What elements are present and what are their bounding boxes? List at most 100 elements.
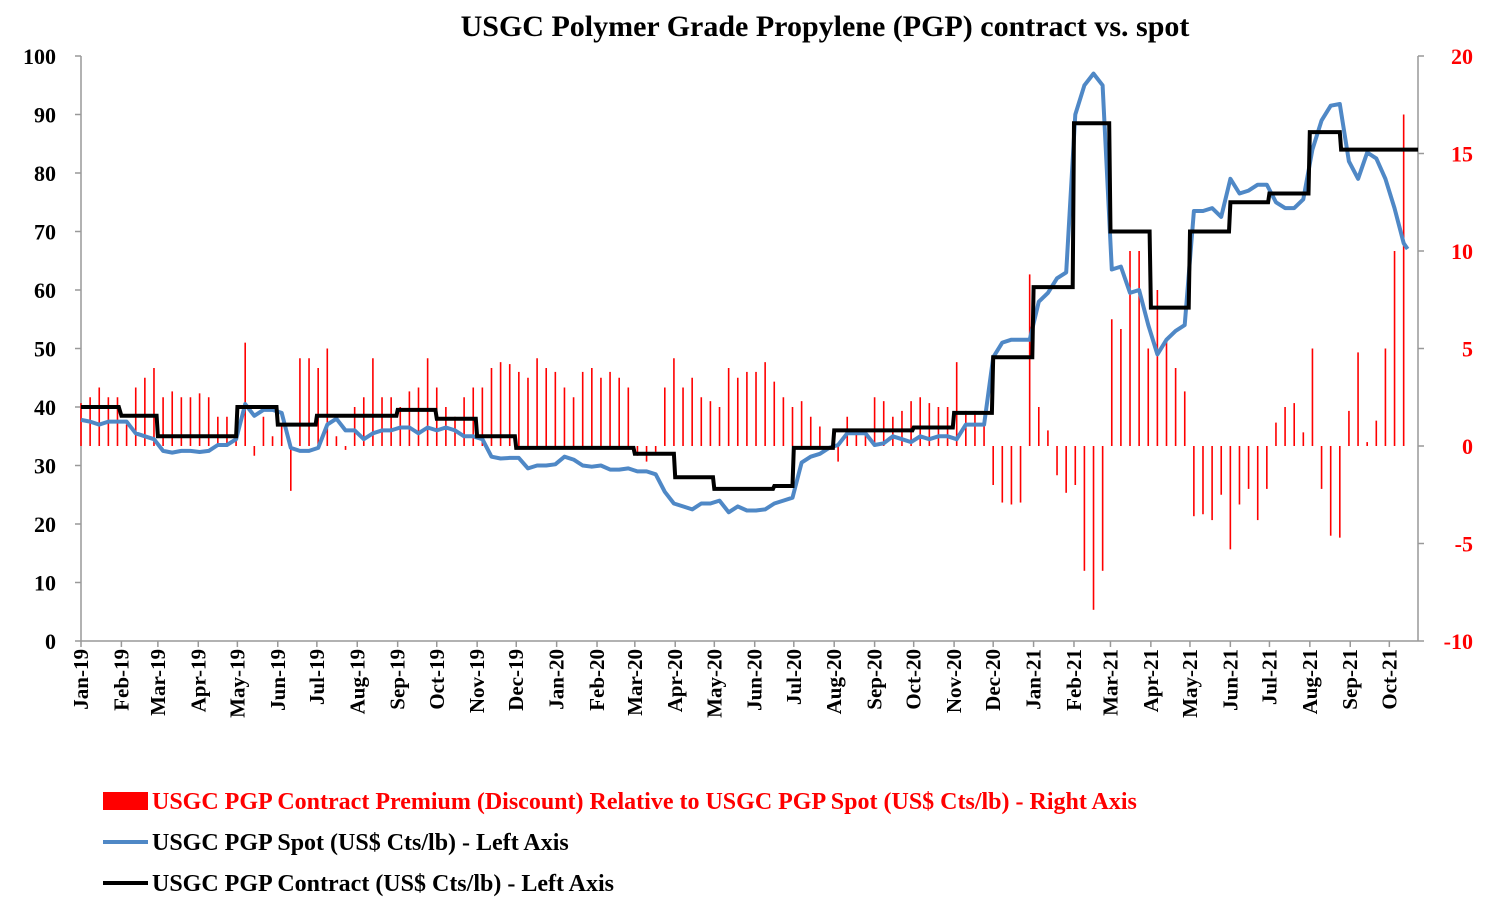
right-tick-label: -5	[1455, 532, 1473, 557]
x-tick-label: Aug-21	[1298, 649, 1322, 714]
premium-bar	[518, 371, 520, 446]
spot-line	[80, 71, 1410, 515]
x-tick-label: Jun-21	[1218, 649, 1242, 711]
premium-bar	[782, 397, 785, 446]
premium-bar	[499, 362, 502, 446]
premium-bar	[673, 358, 675, 446]
left-tick-label: 50	[34, 337, 56, 362]
premium-bar	[1092, 446, 1095, 610]
x-tick-label: May-20	[702, 649, 726, 718]
premium-bar	[253, 446, 256, 456]
premium-bar	[344, 446, 347, 450]
premium-bar	[1047, 430, 1049, 446]
legend-label-contract: USGC PGP Contract (US$ Cts/lb) - Left Ax…	[152, 871, 614, 897]
premium-bar	[700, 397, 703, 446]
x-tick-label: Apr-19	[186, 649, 210, 712]
premium-bar	[271, 436, 274, 446]
legend: USGC PGP Contract Premium (Discount) Rel…	[103, 789, 1137, 897]
legend-label-premium: USGC PGP Contract Premium (Discount) Rel…	[152, 789, 1137, 815]
premium-bar	[1220, 446, 1223, 495]
premium-bar	[299, 358, 301, 446]
premium-bar	[955, 362, 958, 446]
premium-bar	[1083, 446, 1086, 571]
x-tick-label: Oct-20	[902, 649, 926, 710]
premium-bar	[1019, 446, 1022, 503]
premium-bar	[1001, 446, 1004, 503]
premium-bar	[591, 368, 593, 446]
premium-bar	[280, 426, 283, 446]
right-tick-label: 5	[1462, 337, 1473, 362]
premium-bar	[1329, 446, 1332, 536]
premium-bar	[244, 342, 246, 446]
left-tick-label: 20	[34, 512, 56, 537]
premium-bar	[1028, 274, 1031, 446]
x-tick-label: Nov-20	[942, 649, 966, 713]
x-tick-label: Jul-20	[782, 649, 806, 705]
premium-bar	[381, 397, 383, 446]
premium-bar	[965, 410, 967, 446]
right-tick-label: 0	[1462, 434, 1473, 459]
premium-bar	[481, 387, 484, 446]
x-tick-label: Apr-20	[663, 649, 687, 712]
premium-bar	[1165, 338, 1168, 446]
premium-bar	[736, 377, 739, 446]
premium-bar	[682, 387, 684, 446]
x-tick-label: Sep-21	[1338, 649, 1362, 710]
premium-bar	[308, 358, 310, 446]
premium-bar	[572, 397, 575, 446]
premium-bar	[171, 391, 174, 446]
premium-bar	[727, 368, 730, 446]
premium-bar	[1339, 446, 1341, 538]
x-tick-label: Feb-21	[1062, 649, 1086, 711]
premium-bar	[226, 416, 228, 446]
premium-bar	[1229, 446, 1232, 550]
x-tick-label: Mar-19	[146, 649, 170, 716]
premium-bar	[1393, 251, 1396, 446]
premium-bar	[1056, 446, 1058, 476]
left-tick-label: 100	[23, 44, 56, 69]
x-tick-label: Jun-19	[266, 649, 290, 711]
left-tick-label: 30	[34, 454, 56, 479]
x-tick-label: Dec-19	[504, 649, 528, 711]
premium-bar	[919, 397, 922, 446]
premium-bar	[764, 362, 766, 446]
premium-bar	[746, 371, 748, 446]
x-tick-label: Nov-19	[465, 649, 489, 713]
x-tick-label: Sep-19	[386, 649, 410, 710]
x-tick-label: Jul-19	[305, 649, 329, 705]
premium-bar	[1110, 319, 1113, 446]
premium-bar	[1302, 432, 1305, 446]
premium-bar	[1284, 407, 1286, 446]
premium-bar	[1238, 446, 1241, 505]
premium-bar	[335, 436, 338, 446]
x-tick-label: Aug-20	[822, 649, 846, 714]
premium-bar	[1138, 251, 1140, 446]
premium-bar	[1375, 420, 1378, 446]
premium-bar	[928, 403, 931, 446]
premium-bar	[581, 371, 584, 446]
premium-bar	[755, 371, 757, 446]
premium-bar	[663, 387, 666, 446]
premium-bar	[563, 387, 566, 446]
premium-bar	[709, 401, 712, 446]
premium-bar	[326, 348, 329, 446]
right-tick-label: 10	[1451, 239, 1473, 264]
premium-bar	[290, 446, 292, 491]
x-tick-label: Jun-20	[743, 649, 767, 711]
x-tick-label: Oct-19	[425, 649, 449, 710]
x-tick-label: Aug-19	[345, 649, 369, 714]
premium-bar	[1266, 446, 1268, 489]
premium-bar	[1010, 446, 1013, 505]
premium-bar	[1402, 114, 1405, 446]
premium-bar	[162, 397, 164, 446]
legend-swatch-premium	[103, 792, 148, 810]
x-tick-label: Jul-21	[1257, 649, 1281, 705]
premium-bar	[198, 393, 201, 446]
legend-label-spot: USGC PGP Spot (US$ Cts/lb) - Left Axis	[152, 830, 569, 856]
premium-bar	[1256, 446, 1259, 521]
premium-bar	[417, 387, 420, 446]
premium-bar	[189, 397, 192, 446]
premium-bar	[125, 424, 128, 446]
premium-bar	[873, 397, 876, 446]
